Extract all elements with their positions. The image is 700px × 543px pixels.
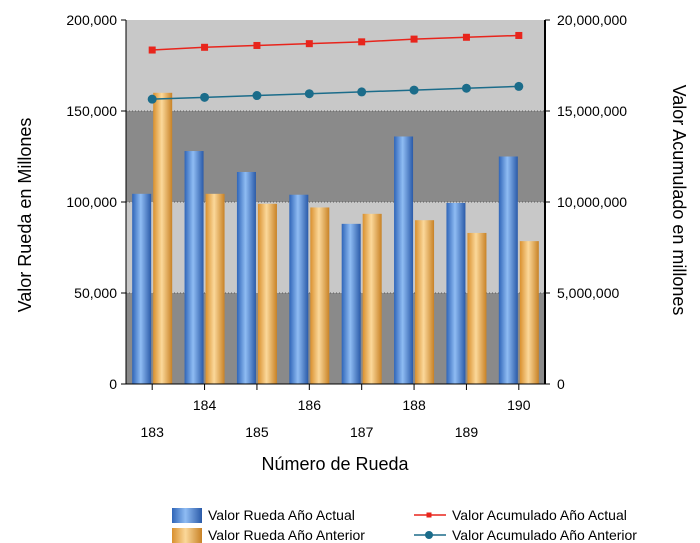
point-valor-acumulado-ano-actual-189 [462,33,470,41]
line-valor-acumulado-ano-anterior [152,85,519,100]
legend-item-valor-rueda-anterior: Valor Rueda Año Anterior [172,527,365,543]
point-valor-acumulado-ano-actual-185 [253,41,261,49]
background-band [126,20,545,111]
bar-valor-rueda-ano-actual-189 [446,202,466,384]
x-axis-ticks: 184 186 188 190 183 185 187 189 [141,384,531,440]
y-right-tick-label: 5,000,000 [557,285,619,301]
legend-swatch-valor-rueda-actual [172,508,202,523]
legend-marker-square [426,512,432,518]
point-valor-acumulado-ano-actual-184 [201,43,209,51]
point-valor-acumulado-ano-actual-183 [148,46,156,54]
bar-valor-rueda-ano-actual-183 [132,193,152,384]
legend-label: Valor Rueda Año Anterior [208,527,365,543]
point-valor-acumulado-ano-actual-187 [358,38,366,46]
point-valor-acumulado-ano-actual-188 [410,35,418,43]
point-valor-acumulado-ano-actual-186 [305,40,313,48]
legend: Valor Rueda Año Actual Valor Rueda Año A… [172,507,637,543]
x-tick-label-lower: 183 [141,424,165,440]
legend-swatch-valor-rueda-anterior [172,528,202,543]
line-valor-acumulado-ano-actual [152,34,519,51]
legend-label: Valor Acumulado Año Actual [452,507,627,523]
point-valor-acumulado-ano-anterior-185 [252,91,262,101]
y-right-axis-title: Valor Acumulado en millones [669,85,689,316]
y-right-tick-label: 20,000,000 [557,12,627,28]
bars [132,92,539,385]
point-valor-acumulado-ano-actual-190 [515,31,523,39]
bar-valor-rueda-ano-anterior-190 [519,241,539,384]
y-right-tick-label: 0 [557,376,565,392]
bar-valor-rueda-ano-actual-186 [289,194,309,384]
bar-valor-rueda-ano-actual-190 [498,156,518,384]
series-lines [147,31,524,104]
legend-item-valor-acumulado-anterior: Valor Acumulado Año Anterior [414,527,637,543]
legend-item-valor-rueda-actual: Valor Rueda Año Actual [172,507,355,523]
bar-valor-rueda-ano-actual-184 [184,151,204,384]
bar-valor-rueda-ano-anterior-187 [362,213,382,384]
y-left-tick-label: 200,000 [66,12,117,28]
bar-valor-rueda-ano-anterior-184 [205,193,225,384]
y-left-axis-title: Valor Rueda en Millones [15,118,35,313]
bar-valor-rueda-ano-anterior-188 [415,220,435,384]
point-valor-acumulado-ano-anterior-183 [147,94,157,104]
y-right-tick-label: 10,000,000 [557,194,627,210]
x-tick-label-upper: 184 [193,397,217,413]
bar-valor-rueda-ano-anterior-183 [153,92,173,385]
legend-item-valor-acumulado-actual: Valor Acumulado Año Actual [414,507,627,523]
bar-valor-rueda-ano-anterior-189 [467,232,487,384]
bar-valor-rueda-ano-anterior-186 [310,207,330,384]
point-valor-acumulado-ano-anterior-186 [304,89,314,99]
y-left-tick-label: 100,000 [66,194,117,210]
left-axis-ticks: 0 50,000 100,000 150,000 200,000 [66,12,126,392]
bar-valor-rueda-ano-actual-188 [394,136,414,384]
bar-valor-rueda-ano-anterior-185 [257,203,277,384]
legend-label: Valor Rueda Año Actual [208,507,355,523]
y-left-tick-label: 50,000 [74,285,117,301]
legend-marker-circle [425,531,433,539]
x-tick-label-upper: 186 [298,397,322,413]
y-right-tick-label: 15,000,000 [557,103,627,119]
y-left-tick-label: 150,000 [66,103,117,119]
point-valor-acumulado-ano-anterior-187 [357,87,367,97]
x-tick-label-lower: 187 [350,424,374,440]
bar-valor-rueda-ano-actual-187 [341,223,361,384]
y-left-tick-label: 0 [109,376,117,392]
point-valor-acumulado-ano-anterior-190 [514,81,524,91]
x-tick-label-lower: 185 [245,424,269,440]
x-tick-label-lower: 189 [455,424,479,440]
right-axis-ticks: 0 5,000,000 10,000,000 15,000,000 20,000,000 [545,12,627,392]
legend-label: Valor Acumulado Año Anterior [452,527,637,543]
bar-valor-rueda-ano-actual-185 [236,171,256,384]
point-valor-acumulado-ano-anterior-184 [200,92,210,102]
point-valor-acumulado-ano-anterior-188 [409,85,419,95]
x-axis-title: Número de Rueda [261,454,409,474]
point-valor-acumulado-ano-anterior-189 [461,83,471,93]
x-tick-label-upper: 188 [402,397,426,413]
x-tick-label-upper: 190 [507,397,531,413]
